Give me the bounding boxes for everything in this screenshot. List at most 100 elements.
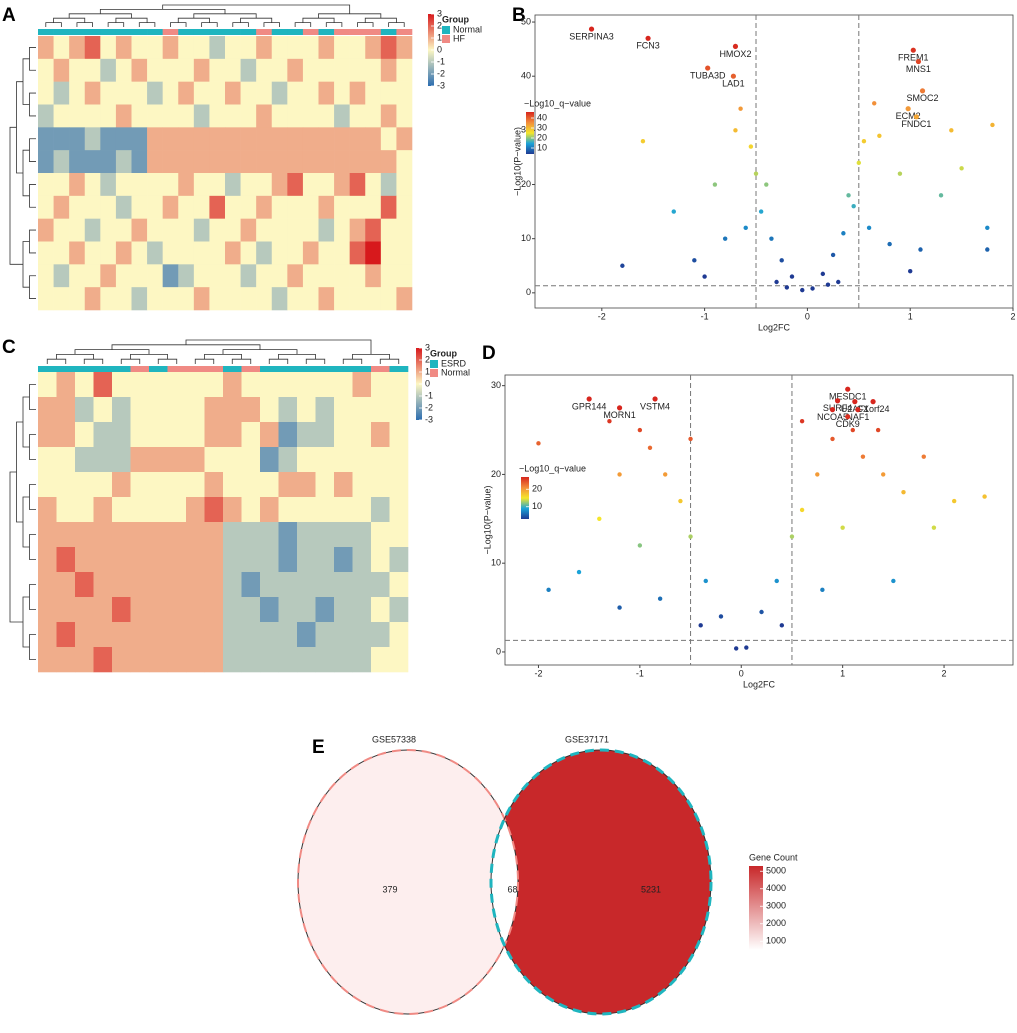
heatmap-cell bbox=[149, 372, 168, 398]
heatmap-cell bbox=[241, 447, 261, 473]
heatmap-cell bbox=[271, 36, 288, 60]
heatmap-cell bbox=[389, 572, 409, 598]
heatmap-cell bbox=[56, 647, 76, 673]
heatmap-cell bbox=[223, 522, 242, 548]
dendrogram bbox=[9, 47, 36, 299]
heatmap-cell bbox=[178, 241, 195, 265]
heatmap-cell bbox=[389, 622, 409, 648]
heatmap-cell bbox=[241, 472, 261, 498]
heatmap-cell bbox=[130, 472, 150, 498]
heatmap-cell bbox=[115, 264, 132, 288]
heatmap-cell bbox=[349, 241, 366, 265]
heatmap-cell bbox=[241, 372, 261, 398]
heatmap-cell bbox=[130, 497, 150, 523]
heatmap-cell bbox=[365, 264, 382, 288]
heatmap-cell bbox=[256, 81, 273, 105]
heatmap-cell bbox=[167, 547, 187, 573]
gene-label: LAD1 bbox=[722, 79, 745, 89]
heatmap-cell bbox=[260, 422, 279, 448]
colorbar bbox=[526, 112, 534, 154]
colorbar-title: −Log10_q−value bbox=[524, 98, 591, 108]
y-tick-label: 30 bbox=[491, 380, 501, 390]
colorbar-tick-label: -2 bbox=[437, 68, 445, 78]
x-tick-label: 1 bbox=[840, 668, 845, 678]
colorbar-tick-label: 10 bbox=[532, 501, 542, 511]
heatmap-cell bbox=[241, 597, 261, 623]
heatmap-cell bbox=[287, 218, 304, 242]
heatmap-cell bbox=[396, 173, 413, 197]
heatmap-cell bbox=[147, 241, 163, 265]
heatmap-cell bbox=[131, 173, 148, 197]
point bbox=[877, 133, 882, 138]
heatmap-cell bbox=[380, 58, 397, 82]
point bbox=[982, 494, 987, 499]
heatmap-cell bbox=[84, 58, 101, 82]
colorbar-tick-label: -2 bbox=[425, 402, 433, 412]
heatmap-cell bbox=[297, 597, 316, 623]
heatmap-cell bbox=[240, 218, 257, 242]
heatmap-cell bbox=[318, 104, 335, 128]
heatmap-cell bbox=[315, 497, 335, 523]
point bbox=[931, 525, 937, 530]
heatmap-cell bbox=[278, 422, 298, 448]
heatmap-cell bbox=[130, 372, 150, 398]
heatmap-cell bbox=[149, 522, 168, 548]
heatmap-cell bbox=[371, 572, 390, 598]
colorbar-tick-label: 2000 bbox=[766, 918, 786, 928]
heatmap-cell bbox=[167, 497, 187, 523]
heatmap-cell bbox=[193, 173, 210, 197]
group-cell bbox=[167, 366, 187, 372]
heatmap-cell bbox=[271, 58, 288, 82]
heatmap-cell bbox=[178, 264, 195, 288]
point bbox=[546, 587, 551, 593]
labeled-point bbox=[586, 396, 592, 402]
point bbox=[617, 472, 622, 477]
heatmap-cell bbox=[318, 58, 335, 82]
heatmap-cell bbox=[204, 647, 224, 673]
heatmap-cell bbox=[389, 447, 409, 473]
heatmap-cell bbox=[53, 264, 70, 288]
heatmap-cell bbox=[178, 195, 195, 219]
heatmap-cell bbox=[53, 127, 70, 151]
heatmap-cell bbox=[186, 497, 205, 523]
heatmap-cell bbox=[334, 522, 353, 548]
group-cell bbox=[93, 366, 113, 372]
colorbar-tick-label: -3 bbox=[437, 80, 445, 90]
heatmap-cell bbox=[204, 447, 224, 473]
heatmap-cell bbox=[315, 422, 335, 448]
point bbox=[688, 534, 693, 539]
heatmap-cell bbox=[349, 287, 366, 311]
heatmap-cell bbox=[69, 241, 86, 265]
colorbar bbox=[749, 866, 763, 950]
heatmap-cell bbox=[204, 422, 224, 448]
heatmap-cell bbox=[193, 81, 210, 105]
heatmap-cell bbox=[75, 472, 94, 498]
heatmap-cell bbox=[209, 36, 226, 60]
heatmap-cell bbox=[287, 173, 304, 197]
heatmap-cell bbox=[349, 195, 366, 219]
group-cell bbox=[241, 366, 261, 372]
heatmap-cell bbox=[53, 58, 70, 82]
heatmap-cell bbox=[75, 397, 94, 423]
point bbox=[861, 138, 867, 144]
heatmap-cell bbox=[204, 472, 224, 498]
point bbox=[866, 225, 872, 231]
heatmap-cell bbox=[256, 195, 273, 219]
heatmap-cell bbox=[352, 497, 372, 523]
heatmap-cell bbox=[93, 372, 113, 398]
point bbox=[836, 279, 841, 285]
heatmap-cell bbox=[84, 241, 101, 265]
heatmap-cell bbox=[260, 497, 279, 523]
heatmap-cell bbox=[100, 241, 117, 265]
colorbar-title: −Log10_q−value bbox=[519, 463, 586, 473]
point bbox=[938, 193, 944, 198]
heatmap-cell bbox=[278, 397, 298, 423]
heatmap-cell bbox=[178, 58, 195, 82]
heatmap-cell bbox=[297, 572, 316, 598]
colorbar-tick-label: 20 bbox=[537, 132, 547, 142]
colorbar-tick-label: -1 bbox=[425, 390, 433, 400]
heatmap-cell bbox=[380, 127, 397, 151]
heatmap-cell bbox=[260, 622, 279, 648]
heatmap-cell bbox=[396, 218, 413, 242]
heatmap-cell bbox=[302, 58, 319, 82]
